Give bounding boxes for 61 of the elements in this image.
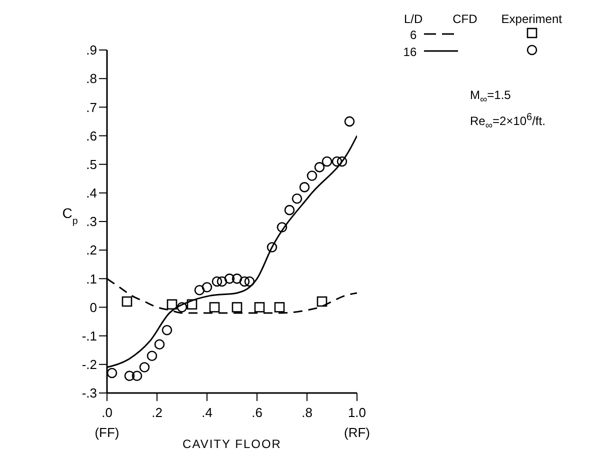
point <box>186 299 198 310</box>
point <box>306 170 318 181</box>
point <box>239 276 250 287</box>
y-tick-label: .1 <box>86 271 97 286</box>
point <box>336 156 348 167</box>
point <box>232 274 242 284</box>
x-tick-label: 1.0 (RF) <box>344 405 370 440</box>
y-tick-label: .4 <box>86 186 97 201</box>
legend-label: 16 <box>402 44 418 60</box>
point <box>274 302 285 312</box>
point <box>314 162 325 172</box>
y-tick-label: .5 <box>86 156 97 172</box>
x-tick-label: .6 <box>252 405 262 420</box>
y-tick-label: .9 <box>86 42 97 58</box>
point <box>232 302 242 312</box>
point <box>316 296 328 307</box>
y-tick-label: 0 <box>90 300 97 315</box>
point <box>209 302 220 312</box>
point <box>276 222 288 232</box>
x-tick-label: .4 <box>202 405 212 420</box>
legend-title: L/D <box>402 12 423 26</box>
y-tick-label: .8 <box>86 71 97 86</box>
point <box>176 302 188 312</box>
point <box>166 299 178 310</box>
point <box>254 302 265 312</box>
point <box>162 324 172 336</box>
x-tick-label: .2 <box>152 405 162 420</box>
point <box>107 368 118 378</box>
point <box>122 296 132 307</box>
x-tick-label: .0 (FF) <box>94 405 120 440</box>
text: CFD <box>452 12 478 26</box>
point <box>154 339 165 350</box>
point <box>139 362 150 372</box>
x-axis-title: CAVITY FLOOR <box>182 437 282 451</box>
point <box>344 116 355 127</box>
point <box>284 204 295 216</box>
point <box>322 156 332 167</box>
point <box>194 284 205 296</box>
y-tick-label: -.1 <box>82 328 97 344</box>
point <box>202 282 212 292</box>
point <box>132 370 142 381</box>
point <box>266 242 278 252</box>
text: Experiment <box>500 12 563 26</box>
point <box>299 182 310 192</box>
x-tick-label: .8 <box>302 405 312 420</box>
y-tick-label: .3 <box>86 214 97 230</box>
point <box>124 370 135 381</box>
y-axis-title: C$_{p}$ <box>62 205 78 226</box>
y-tick-label: -.2 <box>82 357 97 372</box>
point <box>292 193 302 204</box>
point <box>146 350 158 361</box>
text: Re$_{∞}$=2×10$^{6}$/ft. <box>470 111 546 134</box>
text: M$_{∞}$=1.5 <box>470 87 512 108</box>
point <box>212 276 222 287</box>
point <box>216 276 228 287</box>
y-tick-label: .7 <box>86 100 97 115</box>
y-tick-label: .2 <box>86 242 97 258</box>
y-tick-label: .6 <box>86 128 97 144</box>
y-tick-label: -.3 <box>82 386 97 401</box>
point <box>224 274 235 284</box>
legend-label: 6 <box>408 26 418 43</box>
